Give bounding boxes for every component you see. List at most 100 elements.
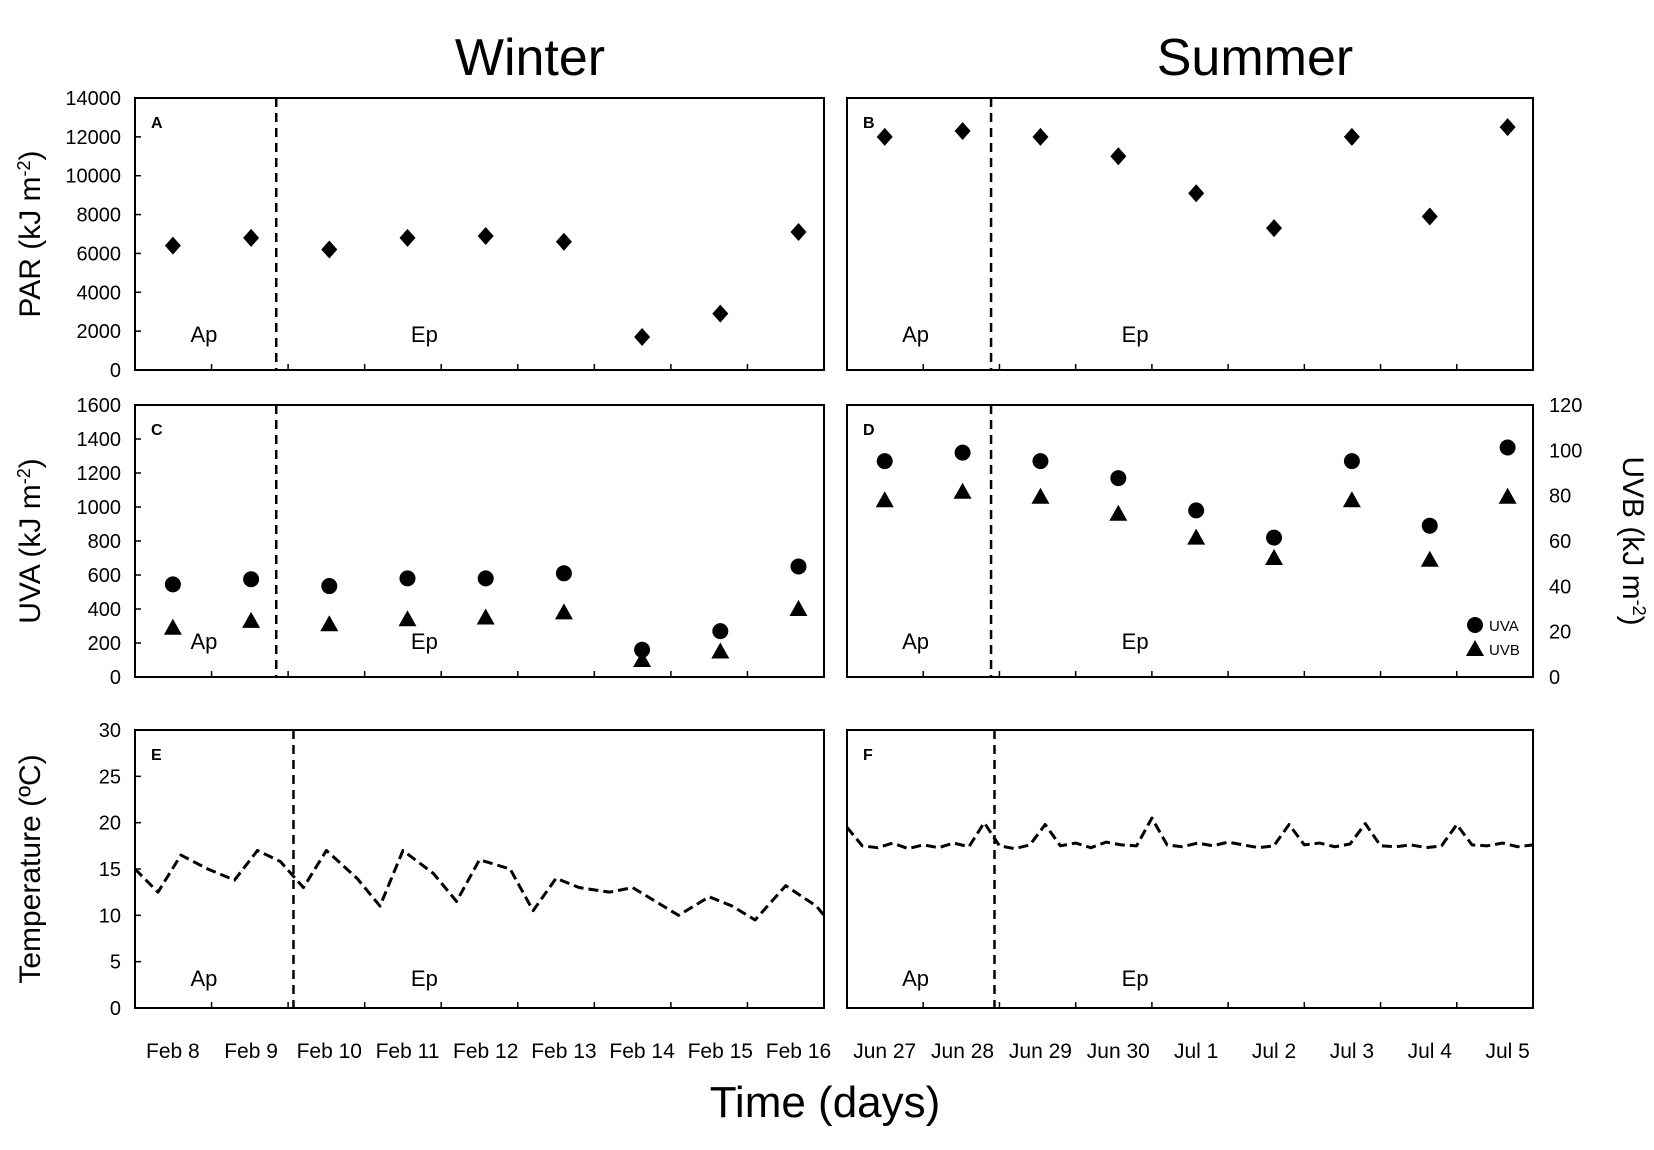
- panel-frame-d: [846, 404, 1534, 678]
- x-tick-label-e: Feb 11: [376, 1040, 440, 1063]
- data-point-c-circle: [399, 570, 416, 587]
- data-point-c-triangle: [320, 615, 339, 632]
- data-point-c-circle: [712, 623, 729, 640]
- y-tick-label-e: 25: [99, 766, 121, 788]
- period-label-ep-a: Ep: [411, 322, 438, 347]
- x-axis-label: Time (days): [710, 1078, 941, 1127]
- panel-letter-b: B: [863, 115, 875, 132]
- data-point-b-diamond: [954, 122, 971, 141]
- panel-letter-e: E: [151, 747, 162, 764]
- x-tick-label-e: Feb 13: [531, 1040, 596, 1063]
- panel-letter-f: F: [863, 747, 873, 764]
- data-point-d-uva: [1188, 502, 1205, 519]
- x-tick-label-e: Feb 12: [453, 1040, 518, 1063]
- y-tick-label-a: 10000: [65, 166, 121, 188]
- legend-label-uvb: UVB: [1489, 642, 1520, 659]
- y-tick-label-c: 800: [88, 531, 121, 553]
- data-point-c-triangle: [163, 618, 182, 635]
- y-tick-label-a: 6000: [77, 243, 122, 265]
- y-tick-label-e: 15: [99, 859, 121, 881]
- y2-tick-label-d: 0: [1549, 667, 1560, 689]
- panel-letter-a: A: [151, 115, 163, 132]
- y-axis-label-a: PAR (kJ m-2): [14, 150, 47, 317]
- data-point-c-circle: [164, 576, 181, 593]
- temperature-line-f: [845, 816, 1534, 851]
- x-tick-label-f: Jul 4: [1408, 1040, 1453, 1063]
- y2-tick-label-d: 100: [1549, 440, 1582, 462]
- legend-label-uva: UVA: [1489, 618, 1519, 635]
- period-label-ap-d: Ap: [902, 629, 929, 654]
- y-tick-label-a: 2000: [77, 321, 122, 343]
- y-tick-label-c: 1000: [77, 497, 122, 519]
- data-point-c-circle: [477, 570, 494, 587]
- data-point-d-uva: [1343, 453, 1360, 470]
- data-point-d-uva: [876, 453, 893, 470]
- y-tick-label-a: 14000: [65, 88, 121, 110]
- period-label-ep-e: Ep: [411, 966, 438, 991]
- y2-tick-label-d: 20: [1549, 622, 1571, 644]
- period-label-ep-c: Ep: [411, 629, 438, 654]
- data-point-d-uvb: [1342, 491, 1361, 508]
- data-point-d-uvb: [1109, 504, 1128, 521]
- data-point-c-circle: [634, 641, 651, 658]
- x-tick-label-f: Jun 30: [1087, 1040, 1150, 1063]
- data-point-c-circle: [555, 565, 572, 582]
- y2-axis-label-d: UVB (kJ m-2): [1616, 456, 1649, 625]
- y-axis-label-e: Temperature (ºC): [14, 754, 47, 983]
- data-point-a-diamond: [321, 240, 338, 259]
- legend-marker-uva: [1467, 617, 1483, 633]
- panel-letter-d: D: [863, 422, 875, 439]
- data-point-b-diamond: [1032, 127, 1049, 146]
- y-tick-label-c: 600: [88, 565, 121, 587]
- y-tick-label-e: 10: [99, 905, 121, 927]
- data-point-c-triangle: [476, 608, 495, 625]
- legend-marker-uvb: [1466, 640, 1484, 656]
- panel-frame-e: [134, 729, 825, 1009]
- y-tick-label-e: 30: [99, 720, 121, 742]
- period-label-ap-f: Ap: [902, 966, 929, 991]
- x-tick-label-f: Jun 27: [853, 1040, 916, 1063]
- period-label-ep-f: Ep: [1122, 966, 1149, 991]
- y-tick-label-a: 12000: [65, 127, 121, 149]
- x-tick-label-e: Feb 14: [609, 1040, 675, 1063]
- y-tick-label-c: 1600: [77, 395, 122, 417]
- y-axis-label-c: UVA (kJ m-2): [14, 458, 47, 623]
- col-title-winter: Winter: [455, 29, 605, 87]
- data-point-d-uva: [1266, 529, 1283, 546]
- period-label-ap-b: Ap: [902, 322, 929, 347]
- data-point-c-triangle: [711, 642, 730, 659]
- data-point-a-diamond: [399, 228, 416, 247]
- data-point-d-uvb: [1187, 528, 1206, 545]
- y-tick-label-e: 20: [99, 813, 121, 835]
- data-point-d-uva: [1110, 470, 1127, 487]
- data-point-a-diamond: [634, 327, 651, 346]
- x-tick-label-f: Jul 1: [1174, 1040, 1218, 1063]
- y-tick-label-a: 4000: [77, 282, 122, 304]
- data-point-c-triangle: [398, 610, 417, 627]
- period-label-ap-a: Ap: [190, 322, 217, 347]
- col-title-summer: Summer: [1157, 29, 1353, 87]
- panel-letter-c: C: [151, 422, 163, 439]
- panel-frame-a: [134, 97, 825, 371]
- y2-tick-label-d: 80: [1549, 486, 1571, 508]
- panel-frame-b: [846, 97, 1534, 371]
- data-point-d-uvb: [1498, 487, 1517, 504]
- x-tick-label-f: Jul 5: [1485, 1040, 1529, 1063]
- data-point-b-diamond: [1343, 127, 1360, 146]
- panel-frame-f: [846, 729, 1534, 1009]
- data-point-a-diamond: [164, 236, 181, 255]
- y-tick-label-c: 1200: [77, 463, 122, 485]
- data-point-d-uva: [954, 444, 971, 461]
- y-tick-label-c: 200: [88, 633, 121, 655]
- y-tick-label-c: 0: [110, 667, 121, 689]
- x-tick-label-e: Feb 9: [224, 1040, 278, 1063]
- data-point-b-diamond: [1499, 118, 1516, 137]
- data-point-a-diamond: [555, 232, 572, 251]
- data-point-d-uva: [1421, 517, 1438, 534]
- x-tick-label-f: Jun 29: [1009, 1040, 1072, 1063]
- data-point-b-diamond: [1110, 147, 1127, 166]
- temperature-line-e: [133, 848, 826, 922]
- data-point-c-triangle: [554, 603, 573, 620]
- x-tick-label-f: Jun 28: [931, 1040, 994, 1063]
